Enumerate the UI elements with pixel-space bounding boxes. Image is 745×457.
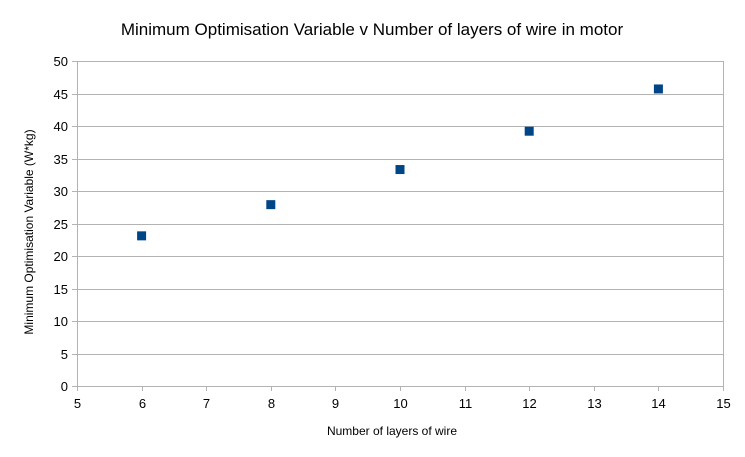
x-tick-label-1: 6 xyxy=(139,396,146,411)
y-tick-label-8: 40 xyxy=(54,119,68,134)
y-tick-label-6: 30 xyxy=(54,184,68,199)
x-tick-label-7: 12 xyxy=(522,396,536,411)
x-tick-labels: 5 6 7 8 9 10 11 12 13 14 15 xyxy=(74,396,731,411)
y-tick-label-5: 25 xyxy=(54,217,68,232)
y-tick-label-10: 50 xyxy=(54,54,68,69)
chart-title: Minimum Optimisation Variable v Number o… xyxy=(121,20,624,39)
data-point-0-0 xyxy=(137,231,147,241)
x-tick-label-2: 7 xyxy=(203,396,210,411)
x-tick-label-3: 8 xyxy=(268,396,275,411)
y-tick-label-7: 35 xyxy=(54,152,68,167)
y-tick-labels: 0 5 10 15 20 25 30 35 40 45 50 xyxy=(54,54,68,394)
x-tick-label-9: 14 xyxy=(651,396,665,411)
grid-lines xyxy=(77,61,723,387)
y-tick-label-0: 0 xyxy=(61,379,68,394)
x-tick-label-0: 5 xyxy=(74,396,81,411)
x-axis-label: Number of layers of wire xyxy=(327,424,457,438)
x-tick-label-5: 10 xyxy=(393,396,407,411)
x-tick-label-4: 9 xyxy=(332,396,339,411)
y-tick-label-1: 5 xyxy=(61,347,68,362)
axes xyxy=(72,61,724,391)
y-tick-label-3: 15 xyxy=(54,282,68,297)
x-tick-label-10: 15 xyxy=(716,396,730,411)
x-tick-label-6: 11 xyxy=(459,396,473,411)
data-point-0-2 xyxy=(395,165,405,175)
data-point-0-4 xyxy=(653,84,663,94)
y-tick-label-2: 10 xyxy=(54,314,68,329)
plot-area-border xyxy=(77,61,724,387)
data-point-0-1 xyxy=(266,200,276,210)
x-tick-label-8: 13 xyxy=(587,396,601,411)
y-tick-label-9: 45 xyxy=(54,87,68,102)
data-points xyxy=(137,84,663,241)
y-tick-label-4: 20 xyxy=(54,249,68,264)
y-axis-label: Minimum Optimisation Variable (W*kg) xyxy=(22,129,36,334)
data-point-0-3 xyxy=(524,126,534,136)
